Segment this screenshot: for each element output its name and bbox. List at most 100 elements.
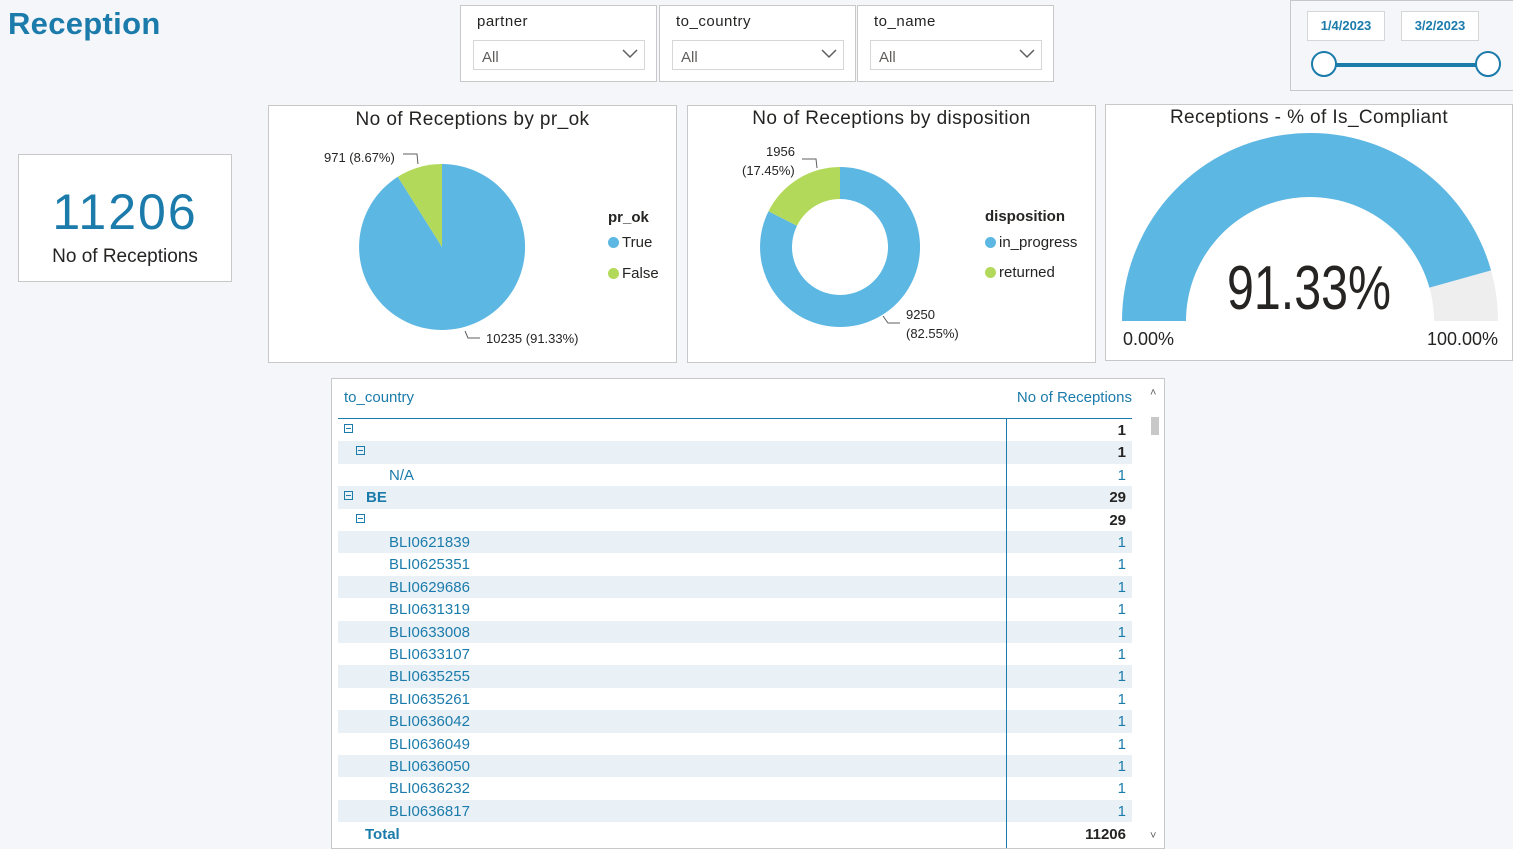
table-row[interactable]: BE 29 xyxy=(338,486,1132,509)
row-label: BLI0636050 xyxy=(389,758,470,775)
table-row[interactable]: BLI0636817 1 xyxy=(338,799,1132,823)
row-label: BLI0631319 xyxy=(389,601,470,619)
donut-slice-in-progress[interactable] xyxy=(760,167,921,327)
donut-chart-svg xyxy=(760,158,921,327)
kpi-value: 11206 xyxy=(52,184,198,240)
start-date-input[interactable]: 1/4/2023 xyxy=(1307,11,1385,41)
end-date-input[interactable]: 3/2/2023 xyxy=(1401,11,1479,41)
collapse-minus-icon[interactable] xyxy=(356,446,365,456)
donut-label-returned-pct: (17.45%) xyxy=(742,163,795,178)
row-label: BLI0636232 xyxy=(389,780,470,798)
collapse-minus-icon[interactable] xyxy=(356,513,365,523)
row-value: 29 xyxy=(1109,511,1126,529)
gauge-card: Receptions - % of Is_Compliant 91.33% 0.… xyxy=(1105,104,1513,361)
table-header: to_country No of Receptions xyxy=(338,379,1132,419)
row-label: BLI0635255 xyxy=(389,668,470,686)
table-row[interactable]: BLI0633008 1 xyxy=(338,620,1132,643)
row-value: 1 xyxy=(1117,735,1126,753)
legend-item-returned[interactable]: returned xyxy=(985,264,1055,281)
row-label: BLI0635261 xyxy=(389,690,470,708)
table-row[interactable]: 1 xyxy=(338,441,1132,464)
table-row[interactable]: BLI0635255 1 xyxy=(338,665,1132,688)
donut-leader-in-progress xyxy=(882,315,900,324)
dropdown-value: All xyxy=(681,49,698,66)
table-row[interactable]: BLI0635261 1 xyxy=(338,688,1132,710)
row-value: 1 xyxy=(1117,802,1126,820)
pie-slice-false[interactable] xyxy=(397,164,442,247)
table-row[interactable]: N/A 1 xyxy=(338,464,1132,486)
row-label: BE xyxy=(366,489,387,507)
slicer-label: to_country xyxy=(676,13,752,30)
row-label: BLI0621839 xyxy=(389,534,470,551)
to-name-dropdown[interactable]: All xyxy=(870,40,1042,70)
row-value: 1 xyxy=(1117,690,1126,708)
donut-leader-returned xyxy=(802,158,818,169)
legend-item-false[interactable]: False xyxy=(608,265,659,282)
table-total-row: Total 11206 xyxy=(338,823,1132,847)
date-slider-start-handle[interactable] xyxy=(1311,51,1337,77)
row-label: BLI0629686 xyxy=(389,578,470,596)
pie-chart-pr-ok: No of Receptions by pr_ok 971 (8.67%) 10… xyxy=(268,105,677,363)
row-value: 1 xyxy=(1117,444,1126,462)
row-label: BLI0633107 xyxy=(389,646,470,663)
donut-label-in-progress-pct: (82.55%) xyxy=(906,326,959,341)
table-row[interactable]: BLI0631319 1 xyxy=(338,598,1132,620)
page-title: Reception xyxy=(8,6,161,41)
gauge-svg xyxy=(1122,133,1498,321)
chevron-down-icon xyxy=(1019,49,1035,59)
table-row[interactable]: BLI0636049 1 xyxy=(338,733,1132,755)
collapse-minus-icon[interactable] xyxy=(344,491,353,501)
caret-up-icon[interactable]: ˄ xyxy=(1150,387,1157,399)
table-row[interactable]: BLI0633107 1 xyxy=(338,643,1132,665)
table-row[interactable]: 29 xyxy=(338,509,1132,531)
scroll-thumb[interactable] xyxy=(1151,417,1159,435)
row-value: 1 xyxy=(1117,422,1126,439)
to-country-dropdown[interactable]: All xyxy=(672,40,844,70)
dropdown-value: All xyxy=(879,49,896,66)
column-header-no-of-receptions[interactable]: No of Receptions xyxy=(1016,389,1132,406)
row-label: N/A xyxy=(389,466,415,484)
slicer-to-country: to_country All xyxy=(659,5,856,82)
table-row[interactable]: 1 xyxy=(338,419,1132,441)
table-row[interactable]: BLI0636042 1 xyxy=(338,710,1132,733)
donut-chart-disposition: No of Receptions by disposition 1956 (17… xyxy=(687,105,1096,363)
row-label: BLI0625351 xyxy=(389,556,470,574)
donut-slice-returned[interactable] xyxy=(768,167,841,226)
date-range-slicer: 1/4/2023 3/2/2023 xyxy=(1290,0,1513,91)
gauge-max-label: 100.00% xyxy=(1426,329,1498,349)
slicer-label: to_name xyxy=(874,13,936,30)
row-label: BLI0636049 xyxy=(389,735,470,753)
chevron-down-icon xyxy=(821,49,837,59)
row-value: 1 xyxy=(1117,601,1126,619)
column-header-to-country[interactable]: to_country xyxy=(344,389,415,406)
chevron-down-icon xyxy=(622,49,638,59)
date-slider-track[interactable] xyxy=(1325,63,1489,67)
legend-item-true[interactable]: True xyxy=(608,234,652,251)
collapse-minus-icon[interactable] xyxy=(344,424,353,433)
pie-label-true: 10235 (91.33%) xyxy=(486,331,579,346)
table-row[interactable]: BLI0636232 1 xyxy=(338,777,1132,799)
pie-slice-true[interactable] xyxy=(359,163,526,330)
gauge-fill xyxy=(1122,133,1492,321)
total-value: 11206 xyxy=(1085,826,1126,843)
total-label: Total xyxy=(365,826,400,843)
reception-matrix-table: to_country No of Receptions 1 1 N/A 1 BE 29 29… xyxy=(331,378,1165,849)
chart-title: Receptions - % of Is_Compliant xyxy=(1169,107,1449,128)
partner-dropdown[interactable]: All xyxy=(473,40,645,70)
table-row[interactable]: BLI0621839 1 xyxy=(338,531,1132,554)
row-value: 1 xyxy=(1117,623,1126,641)
caret-down-icon[interactable]: ˅ xyxy=(1150,830,1157,842)
row-value: 1 xyxy=(1117,646,1126,663)
table-row[interactable]: BLI0629686 1 xyxy=(338,575,1132,599)
pie-chart-svg xyxy=(359,153,526,339)
donut-label-returned-value: 1956 xyxy=(766,144,795,159)
slicer-partner: partner All xyxy=(460,5,657,82)
table-scrollbar[interactable]: ˄ ˅ xyxy=(1148,387,1162,842)
legend-item-in-progress[interactable]: in_progress xyxy=(985,234,1077,251)
table-row[interactable]: BLI0625351 1 xyxy=(338,553,1132,575)
table-row[interactable]: BLI0636050 1 xyxy=(338,755,1132,778)
column-divider xyxy=(1006,418,1007,848)
legend-title: disposition xyxy=(985,208,1065,225)
row-label: BLI0636817 xyxy=(389,802,470,820)
date-slider-end-handle[interactable] xyxy=(1475,51,1501,77)
